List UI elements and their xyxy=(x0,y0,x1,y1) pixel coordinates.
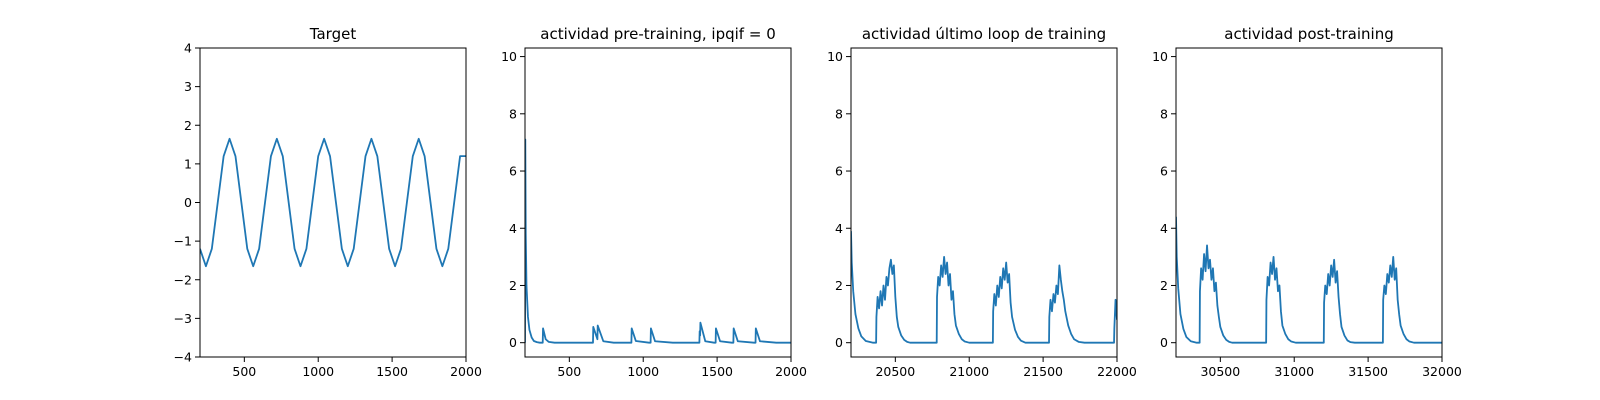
y-tick-label: 4 xyxy=(184,41,192,56)
y-tick-label: 0 xyxy=(835,335,843,350)
y-tick-label: 8 xyxy=(835,106,843,121)
x-tick-label: 31500 xyxy=(1348,364,1388,379)
x-tick-label: 21500 xyxy=(1023,364,1063,379)
y-tick-label: 4 xyxy=(1160,221,1168,236)
y-tick-label: 2 xyxy=(509,278,517,293)
y-tick-label: −2 xyxy=(174,272,192,287)
y-tick-label: 1 xyxy=(184,156,192,171)
x-tick-label: 1500 xyxy=(376,364,408,379)
y-tick-label: 0 xyxy=(184,195,192,210)
y-tick-label: 2 xyxy=(184,118,192,133)
y-tick-label: 6 xyxy=(509,164,517,179)
series-line xyxy=(1176,216,1442,344)
x-tick-label: 22000 xyxy=(1097,364,1137,379)
axes-frame xyxy=(1175,47,1443,358)
y-tick-label: 2 xyxy=(835,278,843,293)
chart-panel-2: actividad pre-training, ipqif = 0 500 1000… xyxy=(501,25,807,379)
y-tick-label: 2 xyxy=(1160,278,1168,293)
y-tick-label: −4 xyxy=(174,350,192,365)
x-tick-label: 21000 xyxy=(949,364,989,379)
chart-panel-4: actividad post-training 30500 31000 31500 32… xyxy=(1152,25,1462,379)
y-tick-label: 10 xyxy=(1152,49,1168,64)
y-tick-label: −1 xyxy=(174,234,192,249)
y-tick-label: 3 xyxy=(184,79,192,94)
axes-frame xyxy=(524,47,792,358)
chart-title: actividad último loop de training xyxy=(862,25,1106,43)
axes-frame xyxy=(199,47,467,358)
x-tick-label: 2000 xyxy=(450,364,482,379)
y-tick-label: −3 xyxy=(174,311,192,326)
x-tick-label: 31000 xyxy=(1274,364,1314,379)
x-tick-label: 1000 xyxy=(627,364,659,379)
axes-frame xyxy=(850,47,1118,358)
x-tick-label: 1000 xyxy=(302,364,334,379)
y-tick-label: 4 xyxy=(509,221,517,236)
x-tick-label: 2000 xyxy=(775,364,807,379)
x-tick-label: 30500 xyxy=(1200,364,1240,379)
y-tick-label: 8 xyxy=(509,106,517,121)
series-line xyxy=(525,138,791,344)
chart-panel-1: Target 500 1000 1500 2000 −4 −3 −2 −1 0 1 2 3 4 xyxy=(174,25,482,379)
y-tick-label: 6 xyxy=(1160,164,1168,179)
y-tick-label: 10 xyxy=(827,49,843,64)
y-tick-label: 10 xyxy=(501,49,517,64)
y-tick-label: 4 xyxy=(835,221,843,236)
y-tick-label: 6 xyxy=(835,164,843,179)
y-tick-label: 0 xyxy=(509,335,517,350)
y-tick-label: 8 xyxy=(1160,106,1168,121)
x-tick-label: 1500 xyxy=(701,364,733,379)
chart-title: actividad post-training xyxy=(1224,25,1393,43)
x-tick-label: 500 xyxy=(557,364,581,379)
chart-title: actividad pre-training, ipqif = 0 xyxy=(540,25,776,43)
x-tick-label: 32000 xyxy=(1422,364,1462,379)
chart-title: Target xyxy=(309,25,357,43)
x-tick-label: 500 xyxy=(232,364,256,379)
series-line xyxy=(200,137,466,268)
series-line xyxy=(851,231,1117,344)
x-tick-label: 20500 xyxy=(875,364,915,379)
y-tick-label: 0 xyxy=(1160,335,1168,350)
